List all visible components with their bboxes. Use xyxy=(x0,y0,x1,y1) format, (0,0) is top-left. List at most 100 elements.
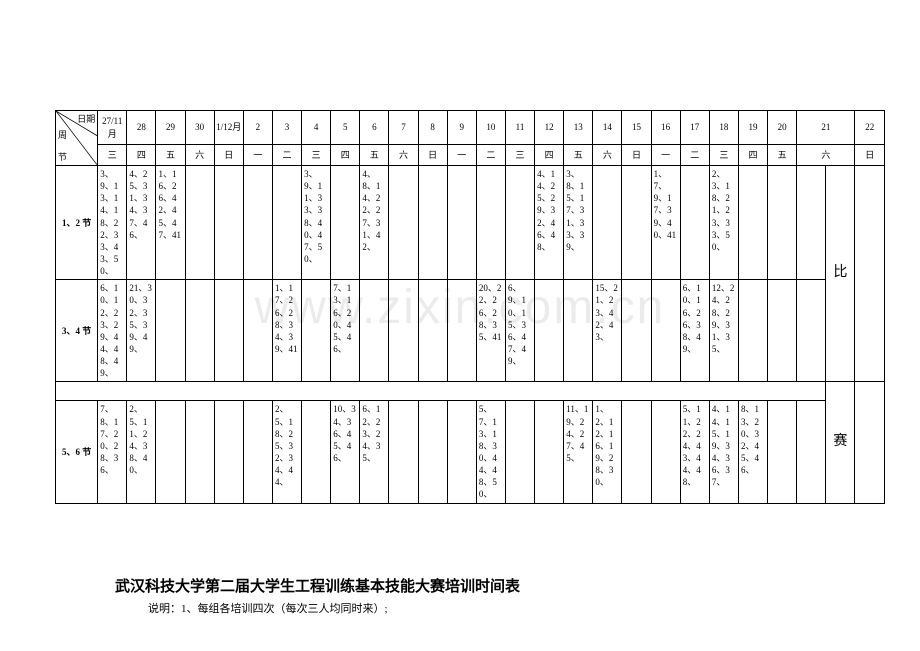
date-cell: 18 xyxy=(709,111,738,145)
cell xyxy=(564,280,593,382)
weekday-cell: 一 xyxy=(447,145,476,166)
cell xyxy=(214,166,243,280)
cell: 12、24、28、29、31、35、 xyxy=(709,280,738,382)
cell xyxy=(272,166,301,280)
cell: 11、19、24、27、45、 xyxy=(564,401,593,503)
date-cell: 10 xyxy=(476,111,505,145)
cell: 10、34、36、45、46、 xyxy=(331,401,360,503)
weekday-cell: 五 xyxy=(768,145,797,166)
weekday-cell: 三 xyxy=(98,145,127,166)
cell xyxy=(156,401,185,503)
cell xyxy=(302,280,331,382)
cell xyxy=(680,166,709,280)
weekday-cell: 六 xyxy=(389,145,418,166)
table-row: 5、6 节 7、8、17、20、28、36、 2、5、11、24、38、40、 … xyxy=(56,401,885,503)
weekday-cell: 二 xyxy=(680,145,709,166)
cell: 2、5、11、24、38、40、 xyxy=(127,401,156,503)
cell xyxy=(389,166,418,280)
table-row: 3、4 节 6、10、12、23、29、44、48、49、 21、30、32、3… xyxy=(56,280,885,382)
cell: 2、5、18、25、32、34、44、 xyxy=(272,401,301,503)
cell: 8、13、20、32、45、46、 xyxy=(738,401,767,503)
weekday-cell: 四 xyxy=(535,145,564,166)
schedule-table: 日期 周 节 27/11月 28 29 30 1/12月 2 3 4 5 6 7… xyxy=(55,110,885,504)
cell: 1、7、9、17、39、40、41 xyxy=(651,166,680,280)
weekday-cell: 一 xyxy=(243,145,272,166)
date-cell: 7 xyxy=(389,111,418,145)
cell xyxy=(418,166,447,280)
date-cell: 28 xyxy=(127,111,156,145)
corner-label-mid: 周 xyxy=(58,129,67,141)
cell: 21、30、32、35、39、49、 xyxy=(127,280,156,382)
cell xyxy=(651,401,680,503)
cell xyxy=(214,280,243,382)
cell: 6、9、10、15、36、47、49、 xyxy=(505,280,534,382)
weekday-cell: 四 xyxy=(331,145,360,166)
cell xyxy=(360,280,389,382)
cell: 5、11、22、24、43、44、48、 xyxy=(680,401,709,503)
cell xyxy=(855,166,885,382)
cell xyxy=(418,401,447,503)
schedule-table-wrap: 日期 周 节 27/11月 28 29 30 1/12月 2 3 4 5 6 7… xyxy=(55,110,885,504)
cell xyxy=(535,280,564,382)
date-cell: 16 xyxy=(651,111,680,145)
cell xyxy=(243,401,272,503)
cell xyxy=(738,280,767,382)
cell xyxy=(389,280,418,382)
cell xyxy=(797,280,826,382)
cell xyxy=(302,401,331,503)
cell xyxy=(738,166,767,280)
date-cell: 1/12月 xyxy=(214,111,243,145)
spacer-row: 赛 xyxy=(56,382,885,401)
date-cell: 20 xyxy=(768,111,797,145)
cell xyxy=(797,166,826,280)
cell: 4、14、25、29、32、46、48、 xyxy=(535,166,564,280)
weekday-cell: 三 xyxy=(302,145,331,166)
corner-label-top: 日期 xyxy=(77,113,95,125)
date-cell: 6 xyxy=(360,111,389,145)
cell xyxy=(622,166,651,280)
date-cell: 30 xyxy=(185,111,214,145)
row-label: 5、6 节 xyxy=(56,401,98,503)
cell: 6、12、23、24、35、 xyxy=(360,401,389,503)
date-cell: 12 xyxy=(535,111,564,145)
date-cell: 13 xyxy=(564,111,593,145)
cell xyxy=(797,401,826,503)
cell xyxy=(156,280,185,382)
page-title: 武汉科技大学第二届大学生工程训练基本技能大赛培训时间表 xyxy=(115,575,520,596)
cell: 1、17、26、28、34、39、41 xyxy=(272,280,301,382)
cell: 3、9、11、33、38、40、47、50、 xyxy=(302,166,331,280)
corner-label-bot: 节 xyxy=(58,151,67,163)
weekday-cell: 五 xyxy=(360,145,389,166)
date-cell: 2 xyxy=(243,111,272,145)
cell xyxy=(447,401,476,503)
date-cell: 14 xyxy=(593,111,622,145)
cell xyxy=(185,280,214,382)
cell: 4、14、15、19、34、36、37、 xyxy=(709,401,738,503)
cell xyxy=(447,166,476,280)
date-cell: 27/11月 xyxy=(98,111,127,145)
weekday-cell: 二 xyxy=(476,145,505,166)
date-cell: 17 xyxy=(680,111,709,145)
weekday-cell: 六 xyxy=(185,145,214,166)
weekday-cell: 日 xyxy=(214,145,243,166)
cell xyxy=(768,401,797,503)
cell xyxy=(535,401,564,503)
note-text: 说明：1、每组各培训四次（每次三人均同时来）; xyxy=(148,600,388,616)
cell: 15、21、23、42、43、 xyxy=(593,280,622,382)
cell xyxy=(651,280,680,382)
date-cell: 8 xyxy=(418,111,447,145)
date-cell: 11 xyxy=(505,111,534,145)
date-cell: 5 xyxy=(331,111,360,145)
weekday-cell: 六 xyxy=(797,145,855,166)
cell xyxy=(476,166,505,280)
cell: 7、13、16、20、45、46、 xyxy=(331,280,360,382)
cell xyxy=(622,401,651,503)
cell xyxy=(505,166,534,280)
cell: 1、16、26、42、45、47、41 xyxy=(156,166,185,280)
cell xyxy=(855,382,885,503)
merged-top: 比 xyxy=(826,166,855,382)
weekday-cell: 四 xyxy=(738,145,767,166)
cell: 2、3、18、21、23、33、50、 xyxy=(709,166,738,280)
header-row-weekdays: 三 四 五 六 日 一 二 三 四 五 六 日 一 二 三 四 五 六 日 一 … xyxy=(56,145,885,166)
cell: 1、2、12、16、19、28、30、 xyxy=(593,401,622,503)
